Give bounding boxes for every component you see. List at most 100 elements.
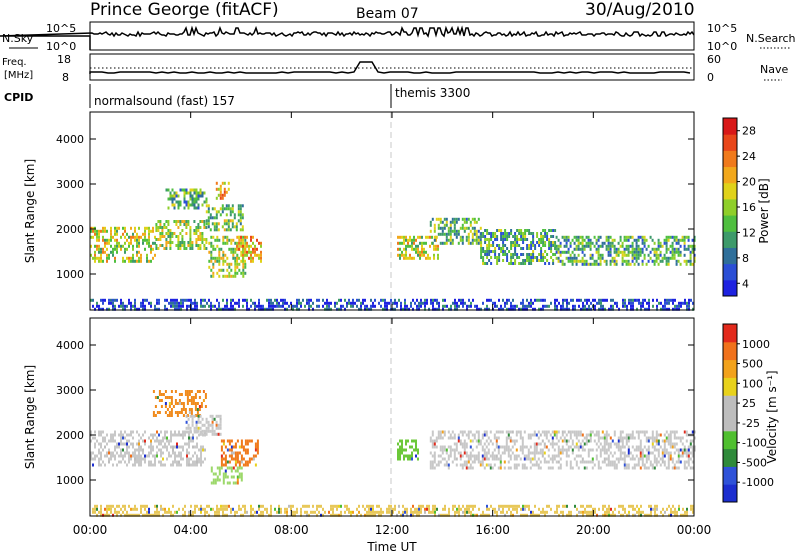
velocity-echo-cell (394, 504, 396, 508)
velocity-echo-cell (510, 504, 512, 508)
velocity-echo-cell (471, 433, 474, 437)
velocity-echo-cell (613, 430, 616, 434)
power-echo-cell (641, 238, 644, 242)
velocity-echo-cell (459, 463, 462, 467)
velocity-echo-cell (581, 445, 584, 449)
power-echo-cell (240, 271, 243, 275)
freq-tick-top: 18 (57, 53, 71, 66)
velocity-echo-cell (270, 507, 272, 511)
velocity-echo-cell (687, 463, 690, 467)
power-echo-cell (258, 241, 260, 245)
power-echo-cell (583, 259, 586, 263)
power-echo-cell (122, 256, 124, 260)
power-echo-cell (542, 259, 545, 262)
velocity-echo-cell (437, 460, 440, 464)
velocity-echo-cell (693, 448, 696, 452)
power-echo-cell (657, 256, 660, 260)
power-echo-cell (498, 307, 500, 311)
power-echo-cell (552, 244, 555, 247)
velocity-echo-cell (606, 507, 608, 511)
velocity-echo-cell (690, 507, 692, 511)
power-echo-cell (94, 256, 96, 260)
velocity-echo-cell (182, 513, 184, 517)
power-echo-cell (595, 262, 598, 266)
velocity-echo-cell (114, 454, 116, 458)
power-echo-cell (240, 238, 243, 242)
velocity-echo-cell (590, 510, 592, 514)
power-echo-cell (490, 256, 493, 259)
power-ytick-label: 3000 (56, 178, 84, 191)
velocity-echo-cell (497, 445, 500, 449)
velocity-echo-cell (116, 451, 118, 455)
power-echo-cell (179, 247, 182, 250)
velocity-echo-cell (126, 451, 128, 455)
velocity-echo-cell (196, 402, 199, 405)
power-echo-cell (199, 244, 202, 247)
velocity-echo-cell (447, 430, 450, 434)
power-echo-cell (419, 256, 421, 260)
velocity-echo-cell (340, 504, 342, 508)
velocity-echo-cell (250, 510, 252, 514)
power-echo-cell (300, 304, 302, 308)
power-echo-cell (520, 247, 523, 250)
velocity-echo-cell (164, 445, 166, 449)
power-echo-cell (630, 307, 632, 311)
velocity-echo-cell (655, 457, 658, 461)
power-echo-cell (548, 229, 551, 232)
velocity-echo-cell (684, 510, 686, 514)
power-echo-cell (194, 298, 196, 302)
velocity-echo-cell (577, 433, 580, 437)
power-echo-cell (477, 235, 480, 239)
velocity-echo-cell (182, 433, 184, 437)
power-echo-cell (146, 259, 148, 263)
power-echo-cell (308, 307, 310, 311)
velocity-echo-cell (529, 445, 532, 449)
power-echo-cell (518, 256, 521, 259)
velocity-echo-cell (248, 460, 251, 464)
power-echo-cell (667, 238, 670, 242)
velocity-echo-cell (495, 442, 498, 446)
velocity-echo-cell (472, 507, 474, 511)
velocity-echo-cell (652, 507, 654, 511)
power-echo-cell (555, 235, 558, 239)
power-echo-cell (185, 200, 188, 204)
velocity-echo-cell (232, 466, 235, 470)
power-echo-cell (500, 238, 503, 241)
velocity-echo-cell (128, 454, 130, 458)
power-echo-cell (569, 259, 572, 263)
power-echo-cell (179, 200, 182, 204)
velocity-echo-cell (200, 451, 202, 455)
power-echo-cell (498, 298, 500, 302)
velocity-echo-cell (240, 475, 243, 479)
power-colorbar-segment (723, 263, 737, 281)
velocity-echo-cell (292, 513, 294, 517)
power-echo-cell (244, 247, 246, 251)
power-echo-cell (222, 274, 225, 278)
power-echo-cell (411, 241, 413, 245)
velocity-echo-cell (604, 510, 606, 514)
velocity-echo-cell (466, 507, 468, 511)
velocity-echo-cell (346, 507, 348, 511)
power-echo-cell (473, 217, 476, 221)
velocity-echo-cell (220, 463, 223, 467)
velocity-echo-cell (581, 448, 584, 452)
velocity-echo-cell (186, 396, 189, 399)
velocity-echo-cell (334, 513, 336, 517)
velocity-echo-cell (440, 513, 442, 517)
power-echo-cell (435, 217, 438, 221)
power-echo-cell (372, 301, 374, 305)
velocity-echo-cell (130, 457, 132, 461)
velocity-echo-cell (154, 439, 156, 443)
velocity-echo-cell (240, 472, 243, 476)
power-echo-cell (461, 235, 464, 239)
power-echo-cell (104, 250, 106, 254)
velocity-echo-cell (631, 457, 634, 461)
velocity-echo-cell (92, 451, 94, 455)
velocity-echo-cell (439, 460, 442, 464)
velocity-echo-cell (184, 390, 187, 393)
velocity-echo-cell (144, 442, 146, 446)
power-echo-cell (161, 229, 164, 232)
velocity-echo-cell (495, 457, 498, 461)
velocity-echo-cell (199, 420, 202, 424)
velocity-echo-cell (637, 460, 640, 464)
